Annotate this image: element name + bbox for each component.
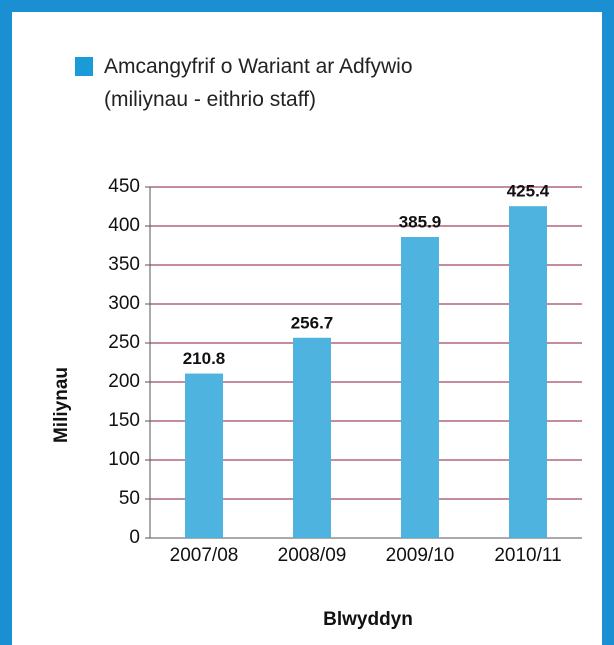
bar [293, 337, 331, 538]
y-tick-label: 350 [108, 254, 140, 275]
data-label: 210.8 [183, 349, 226, 368]
x-axis-title: Blwyddyn [323, 609, 413, 630]
y-tick-label: 400 [108, 215, 140, 236]
y-tick-label: 200 [108, 371, 140, 392]
legend: Amcangyfrif o Wariant ar Adfywio (miliyn… [75, 54, 454, 116]
x-tick-label: 2010/11 [494, 545, 561, 566]
data-label: 385.9 [399, 212, 442, 231]
y-tick-label: 300 [108, 293, 140, 314]
y-axis-title: Miliynau [51, 367, 72, 443]
legend-label: Amcangyfrif o Wariant ar Adfywio (miliyn… [104, 55, 413, 111]
data-label: 256.7 [291, 313, 334, 332]
y-tick-label: 150 [108, 410, 140, 431]
x-tick-label: 2007/08 [170, 545, 239, 566]
y-tick-label: 50 [119, 488, 140, 509]
x-tick-label: 2008/09 [278, 545, 347, 566]
data-label: 425.4 [507, 182, 550, 201]
y-tick-label: 0 [129, 527, 140, 548]
bar [401, 236, 439, 539]
x-tick-label: 2009/10 [386, 545, 455, 566]
y-tick-label: 100 [108, 449, 140, 470]
bar [509, 206, 547, 539]
y-tick-label: 250 [108, 332, 140, 353]
legend-swatch [75, 57, 93, 76]
bar [185, 373, 223, 538]
y-tick-label: 450 [108, 176, 140, 197]
